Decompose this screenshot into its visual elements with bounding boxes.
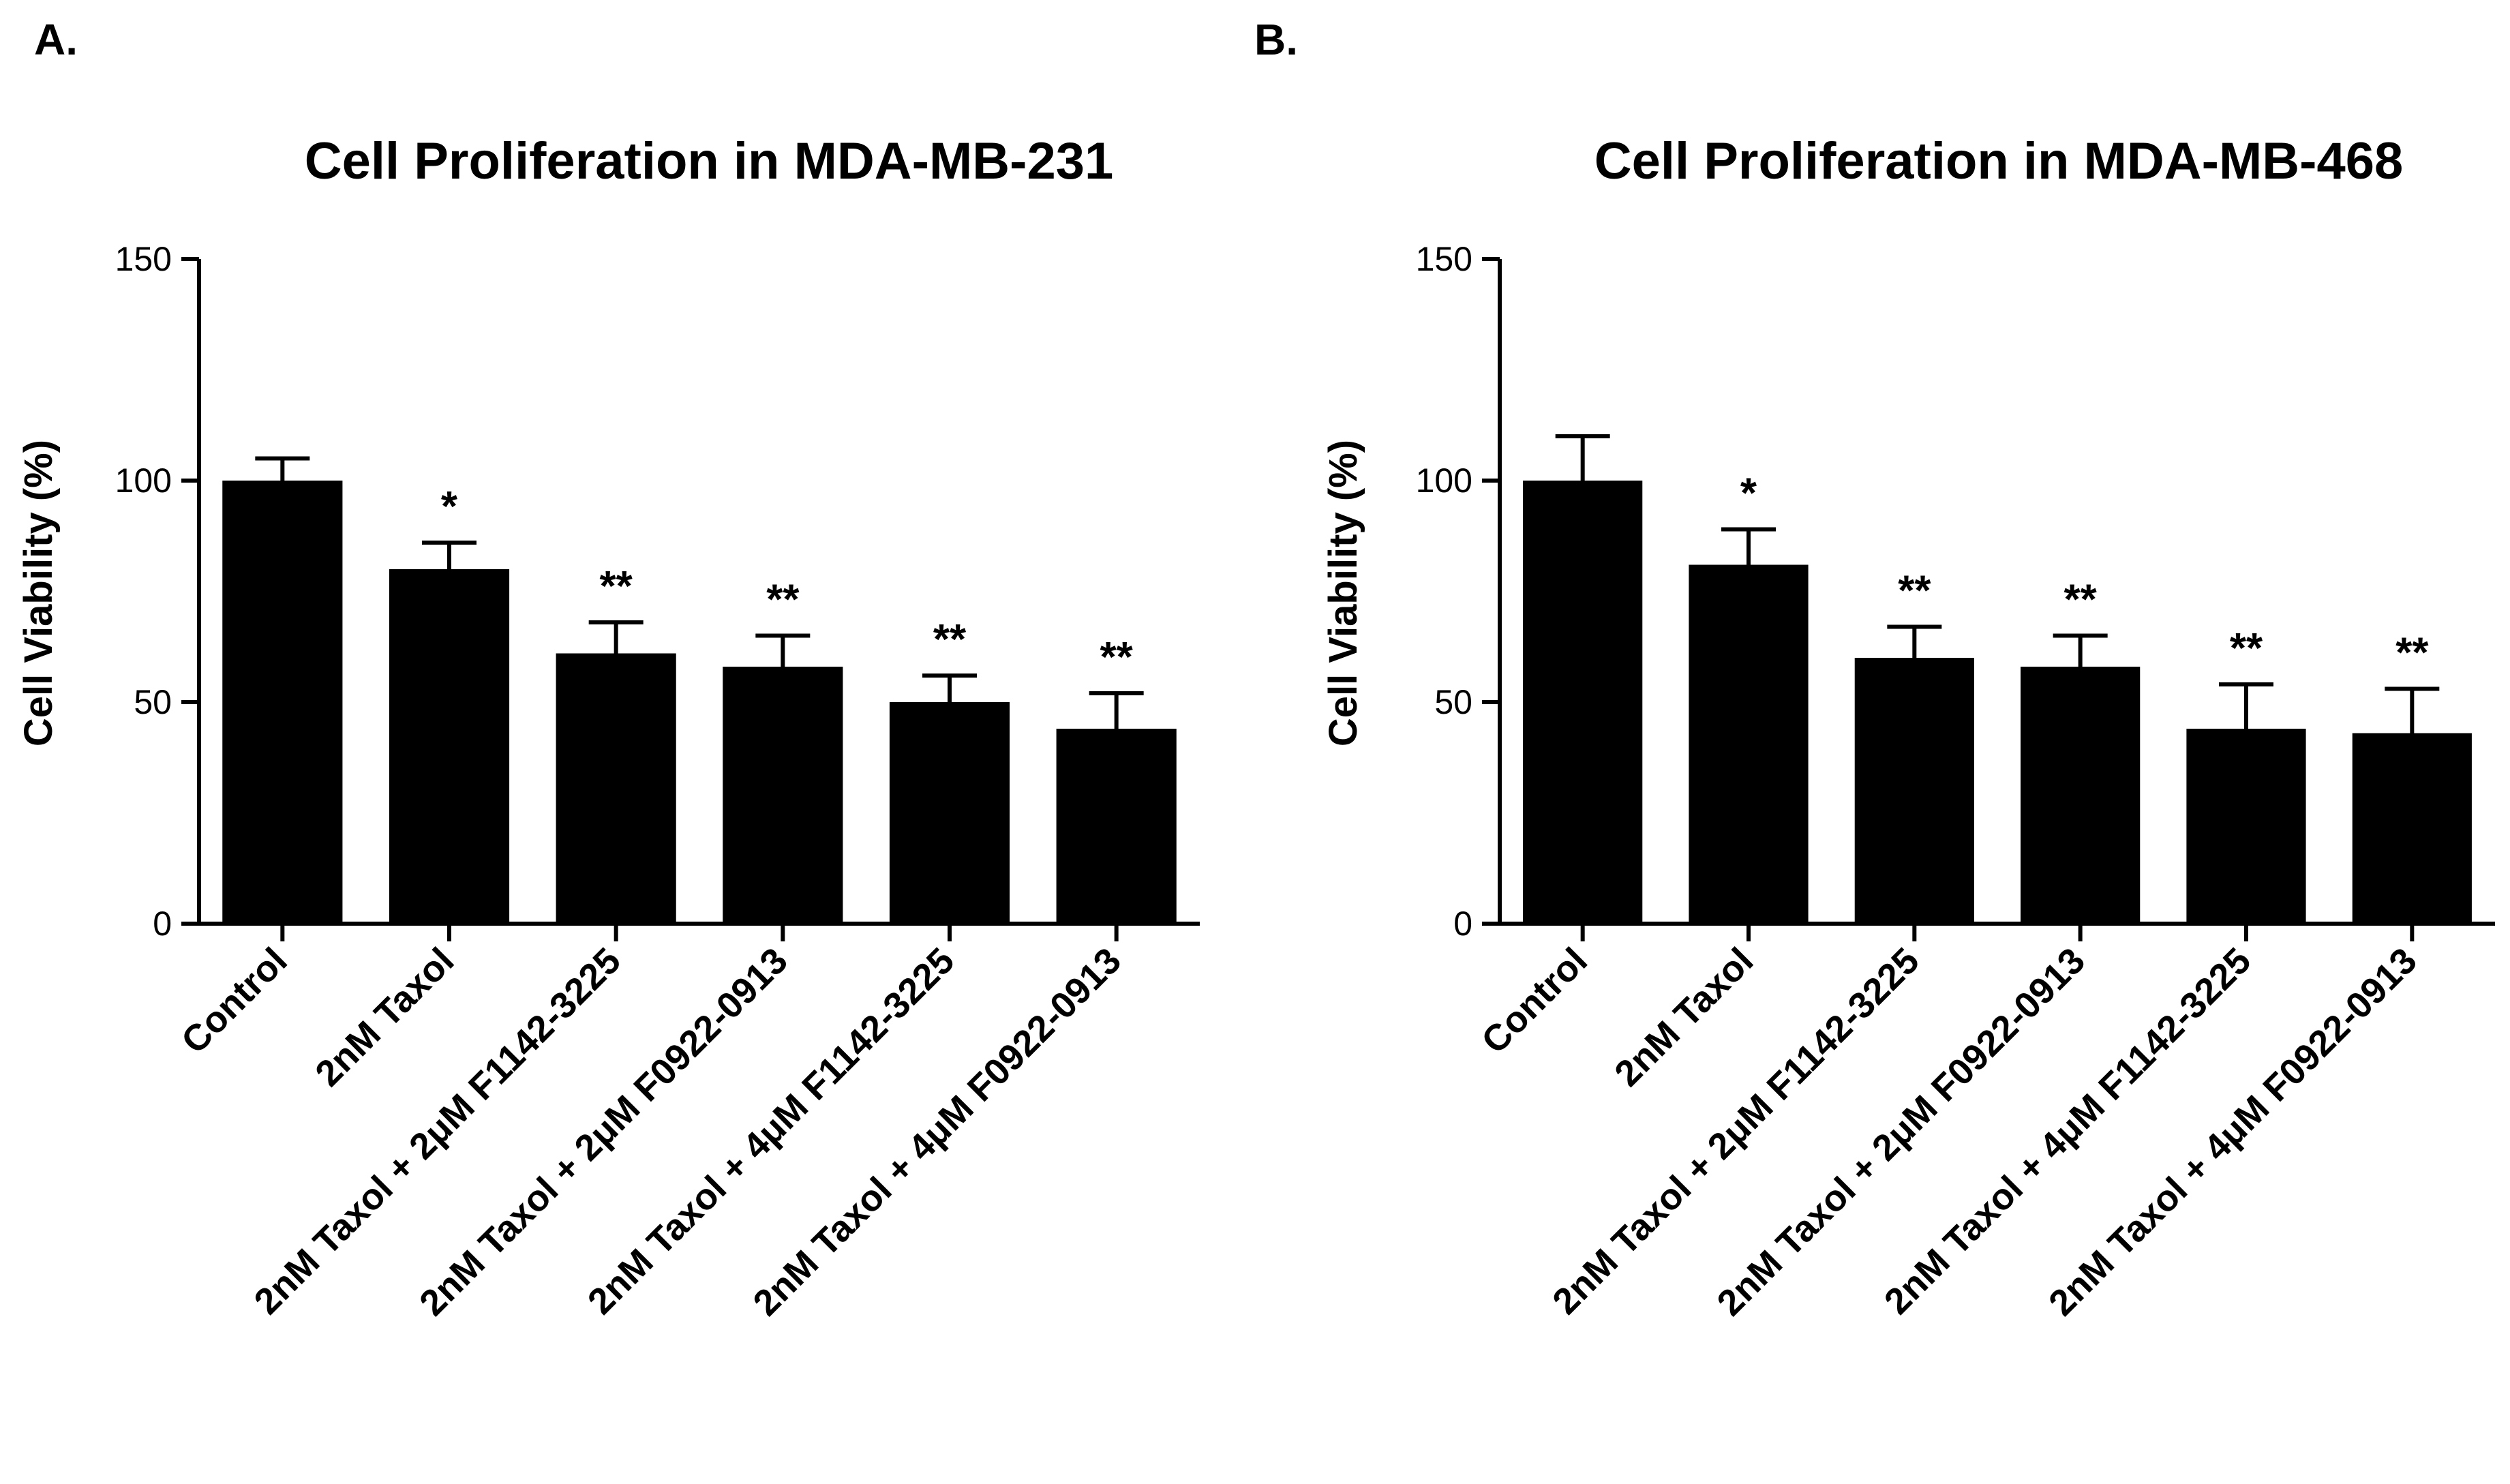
- y-axis-label: Cell Viability (%): [16, 440, 61, 746]
- bar: [1056, 729, 1177, 924]
- significance-marker: **: [600, 563, 633, 610]
- x-tick-label: 2nM Taxol: [1607, 940, 1761, 1094]
- x-tick-label: Control: [174, 940, 295, 1061]
- significance-marker: **: [2230, 625, 2263, 672]
- x-tick-label: 2nM Taxol + 4μM F1142-3225: [1877, 940, 2259, 1322]
- x-tick-label: 2nM Taxol + 2μM F0922-0913: [1709, 940, 2093, 1324]
- y-tick-label: 150: [115, 240, 172, 278]
- bar: [2186, 729, 2306, 924]
- bar: [889, 702, 1010, 924]
- significance-marker: **: [1898, 568, 1931, 615]
- y-tick-label: 100: [115, 461, 172, 500]
- y-axis-label: Cell Viability (%): [1321, 440, 1365, 746]
- bar: [389, 569, 510, 924]
- error-bars: [1555, 434, 2440, 733]
- y-tick-label: 0: [1453, 905, 1472, 943]
- bar: [723, 667, 843, 924]
- panel-letter: A.: [34, 15, 78, 64]
- panel-a: A. Cell Proliferation in MDA-MB-231 Cell…: [16, 15, 1200, 1324]
- bars: [1523, 481, 2472, 924]
- x-tick-label: 2nM Taxol: [307, 940, 462, 1094]
- x-tick-label: 2nM Taxol + 4μM F1142-3225: [580, 940, 963, 1322]
- y-ticks: 0 50 100 150: [1416, 240, 1500, 943]
- x-tick-label: 2nM Taxol + 2μM F1142-3225: [1545, 940, 1927, 1322]
- bar: [222, 481, 343, 924]
- chart-title: Cell Proliferation in MDA-MB-231: [305, 132, 1114, 190]
- significance-marker: **: [1100, 634, 1134, 681]
- panel-b: B. Cell Proliferation in MDA-MB-468 Cell…: [1254, 15, 2495, 1324]
- axes: [1498, 259, 2495, 941]
- significance-marker: *: [441, 483, 458, 530]
- x-tick-label: 2nM Taxol + 2μM F1142-3225: [246, 940, 629, 1322]
- axes: [197, 259, 1200, 941]
- bar: [2352, 733, 2472, 924]
- significance-marker: **: [2395, 630, 2429, 677]
- significance-marker: **: [766, 577, 800, 624]
- significance-marker: **: [2064, 577, 2098, 624]
- y-tick-label: 0: [153, 905, 172, 943]
- significance-markers: *** **** **: [441, 483, 1134, 681]
- bar: [2021, 667, 2141, 924]
- chart-title: Cell Proliferation in MDA-MB-468: [1594, 132, 2404, 190]
- bar: [1854, 658, 1974, 924]
- significance-markers: *** **** **: [1740, 470, 2429, 677]
- y-ticks: 0 50 100 150: [115, 240, 199, 943]
- significance-marker: **: [933, 616, 967, 663]
- significance-marker: *: [1740, 470, 1757, 517]
- panel-letter: B.: [1254, 15, 1298, 64]
- bars: [222, 481, 1177, 924]
- bar: [556, 653, 676, 924]
- y-tick-label: 50: [134, 683, 172, 721]
- x-tick-label: 2nM Taxol + 4μM F0922-0913: [2041, 940, 2425, 1324]
- x-tick-label: 2nM Taxol + 4μM F0922-0913: [745, 940, 1129, 1324]
- x-tick-label: Control: [1474, 940, 1595, 1061]
- bar: [1689, 564, 1809, 924]
- y-tick-label: 50: [1434, 683, 1472, 721]
- x-tick-label: 2nM Taxol + 2μM F0922-0913: [412, 940, 796, 1324]
- y-tick-label: 150: [1416, 240, 1472, 278]
- error-bars: [255, 456, 1144, 729]
- y-tick-label: 100: [1416, 461, 1472, 500]
- bar: [1523, 481, 1643, 924]
